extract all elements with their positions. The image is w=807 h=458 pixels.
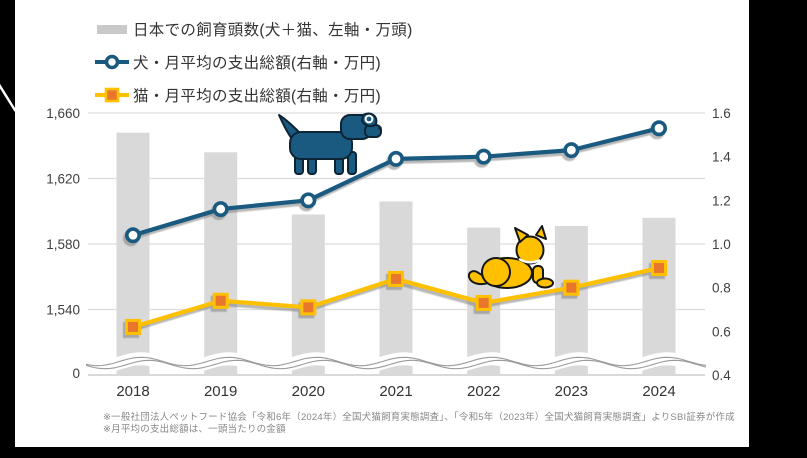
cat-marker-2019 [212, 292, 229, 309]
right-axis-tick: 1.6 [712, 106, 731, 121]
left-axis-tick: 0 [72, 366, 80, 381]
right-axis-tick: 0.6 [712, 324, 731, 339]
source-note: ※一般社団法人ペットフード協会「令和6年（2024年）全国犬猫飼育実態調査」、「… [103, 412, 735, 435]
cat-marker-2023 [563, 279, 580, 296]
x-axis-label-2019: 2019 [204, 383, 237, 400]
legend-label: 猫・月平均の支出総額(右軸・万円) [133, 87, 381, 105]
bar-2021 [379, 201, 413, 375]
x-axis-label-2022: 2022 [467, 383, 500, 400]
bar-2024 [642, 217, 676, 375]
x-axis-label-2021: 2021 [379, 383, 412, 400]
right-axis-tick: 0.4 [712, 368, 731, 383]
cat-marker-2020 [300, 299, 317, 316]
legend-item-dog: 犬・月平均の支出総額(右軸・万円) [95, 45, 413, 78]
left-axis-tick: 1,620 [46, 172, 80, 187]
bar-2019 [204, 152, 238, 375]
dog-marker-2020 [300, 192, 317, 209]
bar-swatch-icon [97, 24, 127, 34]
dog-marker-2023 [563, 142, 580, 159]
left-axis-tick: 1,580 [46, 237, 80, 252]
dog-marker-2019 [212, 201, 229, 218]
right-axis-tick: 1.2 [712, 193, 731, 208]
footnote-line-2: ※月平均の支出総額は、一頭当たりの金額 [103, 423, 286, 435]
axis-break-wave-top [85, 356, 707, 367]
legend-item-cat: 猫・月平均の支出総額(右軸・万円) [95, 78, 413, 111]
dog-marker-2021 [388, 150, 405, 167]
axis-labels: 1,660 1,620 1,580 1,540 0 1.6 1.4 1.2 1.0 0.8 0.6 0… [46, 106, 731, 400]
legend-item-population: 日本での飼育頭数(犬＋猫、左軸・万頭) [95, 12, 413, 45]
cat-marker-2018 [125, 318, 141, 335]
cat-marker-2022 [475, 294, 492, 311]
bar-2020 [291, 214, 325, 375]
edge-diagonal-line [0, 83, 17, 112]
right-axis-tick: 1.0 [712, 237, 731, 252]
cat-marker-2024 [651, 260, 668, 277]
left-axis-tick: 1,660 [46, 106, 80, 121]
axis-break-mask [84, 352, 707, 374]
x-axis-label-2023: 2023 [555, 383, 588, 400]
cat-spending-line [125, 260, 668, 335]
x-axis-label-2018: 2018 [116, 383, 149, 400]
axis-break-wave-bottom [85, 359, 707, 370]
dog-marker-2022 [475, 148, 492, 165]
dog-marker-2018 [125, 227, 142, 244]
dog-icon [278, 112, 382, 175]
footnote-line-1: ※一般社団法人ペットフード協会「令和6年（2024年）全国犬猫飼育実態調査」、「… [103, 412, 735, 423]
bar-2018 [116, 132, 150, 375]
right-axis-tick: 0.8 [712, 281, 731, 296]
x-axis-label-2024: 2024 [642, 383, 675, 400]
left-axis-tick: 1,540 [46, 303, 80, 318]
cat-line-swatch-icon [95, 87, 129, 102]
cat-marker-2021 [388, 270, 405, 287]
dog-marker-2024 [651, 120, 668, 137]
cat-icon [467, 225, 554, 289]
right-axis-tick: 1.4 [712, 150, 731, 165]
dog-line-swatch-icon [95, 54, 129, 69]
population-bars [116, 132, 676, 375]
legend-label: 日本での飼育頭数(犬＋猫、左軸・万頭) [133, 21, 413, 39]
dog-spending-line [125, 120, 668, 244]
legend-label: 犬・月平均の支出総額(右軸・万円) [133, 54, 381, 72]
x-axis-label-2020: 2020 [292, 383, 325, 400]
bar-2023 [554, 225, 588, 375]
chart-legend: 日本での飼育頭数(犬＋猫、左軸・万頭) 犬・月平均の支出総額(右軸・万円) 猫・… [95, 12, 413, 111]
